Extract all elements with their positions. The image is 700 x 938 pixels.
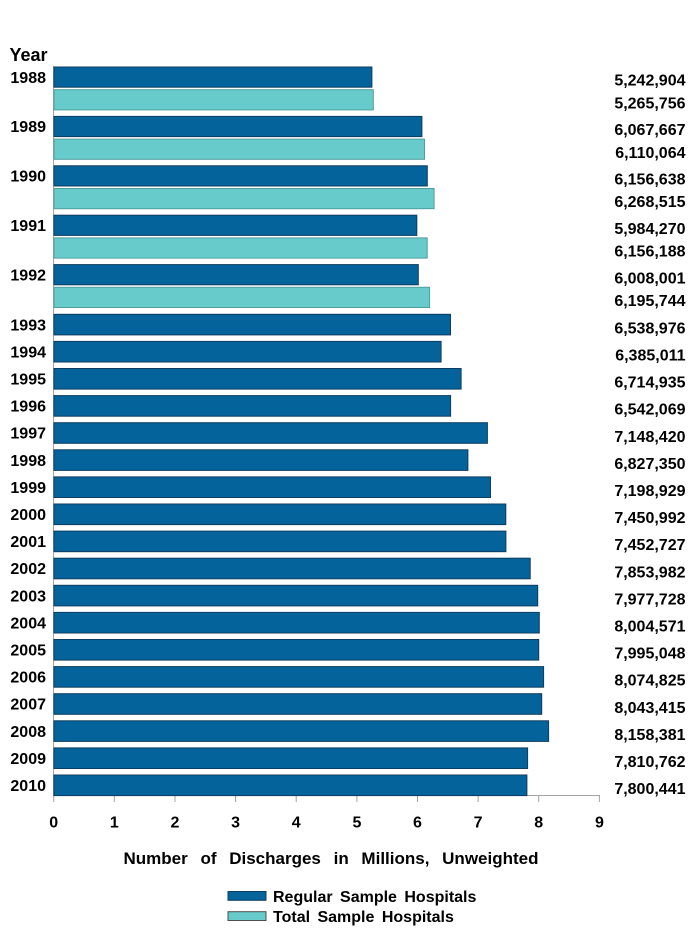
svg-text:6,067,667: 6,067,667 bbox=[614, 122, 685, 139]
svg-text:7,148,420: 7,148,420 bbox=[614, 429, 685, 446]
svg-text:7,977,728: 7,977,728 bbox=[614, 591, 685, 608]
svg-text:1: 1 bbox=[110, 815, 119, 832]
svg-text:7,450,992: 7,450,992 bbox=[614, 510, 685, 527]
svg-text:Regular Sample Hospitals: Regular Sample Hospitals bbox=[273, 889, 476, 906]
svg-text:0: 0 bbox=[49, 815, 58, 832]
svg-text:1997: 1997 bbox=[10, 426, 46, 443]
svg-text:9: 9 bbox=[595, 815, 604, 832]
svg-text:6,538,976: 6,538,976 bbox=[614, 320, 685, 337]
svg-text:5,265,756: 5,265,756 bbox=[614, 95, 685, 112]
svg-text:1993: 1993 bbox=[10, 317, 46, 334]
svg-text:6,542,069: 6,542,069 bbox=[614, 402, 685, 419]
svg-text:5: 5 bbox=[352, 815, 361, 832]
svg-text:1999: 1999 bbox=[10, 480, 46, 497]
svg-text:6,714,935: 6,714,935 bbox=[614, 375, 685, 392]
svg-text:7: 7 bbox=[474, 815, 483, 832]
svg-text:6,268,515: 6,268,515 bbox=[614, 194, 685, 211]
svg-text:2004: 2004 bbox=[10, 615, 46, 632]
svg-text:Year: Year bbox=[9, 45, 47, 65]
svg-text:2007: 2007 bbox=[10, 697, 46, 714]
svg-text:2000: 2000 bbox=[10, 507, 46, 524]
svg-text:7,800,441: 7,800,441 bbox=[614, 781, 685, 798]
svg-text:1990: 1990 bbox=[10, 169, 46, 186]
svg-text:6,195,744: 6,195,744 bbox=[614, 293, 685, 310]
svg-text:7,198,929: 7,198,929 bbox=[614, 483, 685, 500]
svg-text:Number of Discharges in Millio: Number of Discharges in Millions, Unweig… bbox=[124, 849, 539, 868]
svg-text:1989: 1989 bbox=[10, 119, 46, 136]
svg-text:2008: 2008 bbox=[10, 724, 46, 741]
svg-text:3: 3 bbox=[231, 815, 240, 832]
svg-text:7,810,762: 7,810,762 bbox=[614, 754, 685, 771]
svg-text:1998: 1998 bbox=[10, 453, 46, 470]
svg-text:8,043,415: 8,043,415 bbox=[614, 700, 685, 717]
svg-text:2009: 2009 bbox=[10, 751, 46, 768]
svg-text:8,074,825: 8,074,825 bbox=[614, 673, 685, 690]
svg-text:2: 2 bbox=[171, 815, 180, 832]
svg-text:Total Sample Hospitals: Total Sample Hospitals bbox=[273, 909, 454, 926]
svg-text:2002: 2002 bbox=[10, 561, 46, 578]
svg-text:1991: 1991 bbox=[10, 218, 46, 235]
svg-text:6,385,011: 6,385,011 bbox=[615, 348, 685, 365]
svg-text:8,004,571: 8,004,571 bbox=[614, 619, 685, 636]
svg-text:2010: 2010 bbox=[10, 778, 46, 795]
svg-text:1994: 1994 bbox=[10, 344, 46, 361]
svg-text:1996: 1996 bbox=[10, 399, 46, 416]
svg-text:6,156,638: 6,156,638 bbox=[614, 172, 685, 189]
svg-text:2001: 2001 bbox=[10, 534, 46, 551]
svg-text:1992: 1992 bbox=[10, 267, 46, 284]
svg-text:6,110,064: 6,110,064 bbox=[615, 145, 685, 162]
svg-text:2005: 2005 bbox=[10, 643, 46, 660]
svg-text:2006: 2006 bbox=[10, 670, 46, 687]
svg-text:2003: 2003 bbox=[10, 588, 46, 605]
svg-text:6,008,001: 6,008,001 bbox=[614, 270, 685, 287]
svg-text:7,853,982: 7,853,982 bbox=[614, 564, 685, 581]
svg-text:5,984,270: 5,984,270 bbox=[614, 221, 685, 238]
svg-text:1988: 1988 bbox=[10, 70, 46, 87]
svg-text:6,156,188: 6,156,188 bbox=[614, 244, 685, 261]
svg-text:8,158,381: 8,158,381 bbox=[614, 727, 685, 744]
svg-text:6,827,350: 6,827,350 bbox=[614, 456, 685, 473]
svg-text:5,242,904: 5,242,904 bbox=[614, 73, 685, 90]
svg-text:6: 6 bbox=[413, 815, 422, 832]
svg-text:4: 4 bbox=[292, 815, 301, 832]
svg-text:1995: 1995 bbox=[10, 372, 46, 389]
svg-text:8: 8 bbox=[534, 815, 543, 832]
svg-text:7,452,727: 7,452,727 bbox=[614, 537, 685, 554]
svg-text:7,995,048: 7,995,048 bbox=[614, 646, 685, 663]
